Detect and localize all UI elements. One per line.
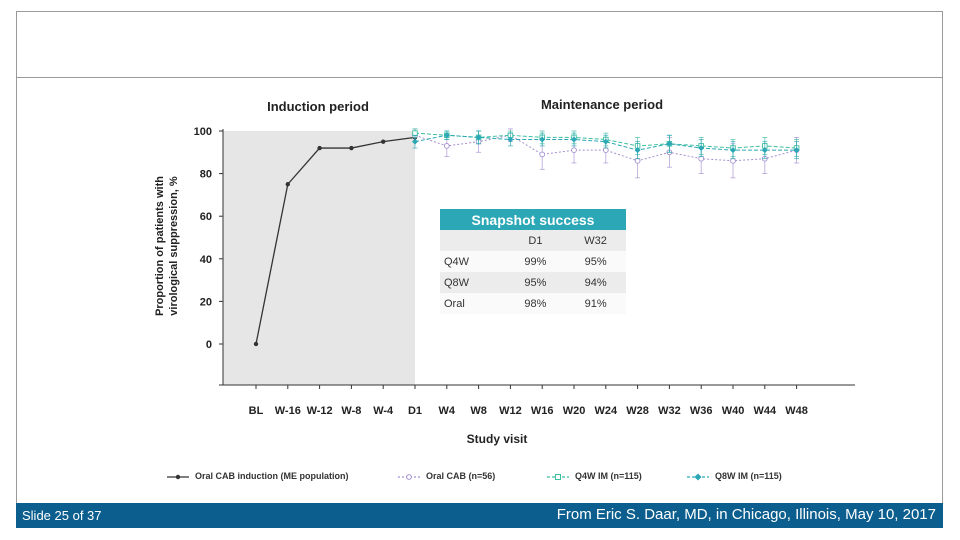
induction-shade: [223, 131, 415, 385]
data-point: [602, 138, 609, 145]
x-axis-label: Study visit: [467, 432, 528, 446]
x-tick-label: W28: [626, 405, 649, 417]
data-point: [730, 147, 736, 154]
data-point: [571, 136, 577, 143]
snapshot-cell: 95%: [505, 272, 566, 293]
data-point: [443, 143, 450, 149]
data-point: [381, 139, 386, 144]
x-tick-label: W4: [439, 405, 456, 417]
x-tick-label: W8: [470, 405, 487, 417]
data-point: [539, 151, 546, 158]
snapshot-col-w32: W32: [565, 230, 626, 251]
x-tick-label: D1: [408, 405, 422, 417]
snapshot-cell: 94%: [565, 272, 626, 293]
legend-label-oral: Oral CAB (n=56): [426, 471, 496, 481]
data-point: [507, 136, 514, 143]
data-point: [698, 155, 705, 162]
maintenance-period-label: Maintenance period: [541, 97, 663, 112]
x-tick-label: W12: [499, 405, 522, 417]
snapshot-cell: 99%: [505, 251, 566, 272]
data-point: [634, 147, 641, 154]
y-tick-label: 20: [200, 296, 212, 308]
legend-label-q4w: Q4W IM (n=115): [575, 471, 642, 481]
data-point: [730, 157, 736, 164]
x-tick-label: W-4: [373, 405, 394, 417]
legend-label-induction: Oral CAB induction (ME population): [195, 471, 349, 481]
data-point: [539, 136, 546, 143]
legend-label-q8w: Q8W IM (n=115): [715, 471, 782, 481]
data-point: [793, 147, 800, 154]
legend-item-q4w: Q4W IM (n=115): [547, 471, 642, 481]
legend-marker-oral: [398, 473, 420, 480]
data-point: [666, 140, 673, 147]
data-point: [443, 132, 450, 139]
x-tick-label: W-12: [307, 405, 333, 417]
slide-number: Slide 25 of 37: [22, 508, 102, 523]
snapshot-cell: 91%: [565, 293, 626, 314]
data-point: [317, 145, 322, 151]
x-tick-label: W16: [531, 405, 554, 417]
data-point: [412, 130, 418, 136]
legend-marker-q8w: [687, 473, 709, 481]
data-point: [285, 182, 290, 187]
legend-item-q8w: Q8W IM (n=115): [687, 471, 782, 481]
y-tick-label: 100: [194, 126, 212, 138]
snapshot-cell: 95%: [565, 251, 626, 272]
x-tick-label: W24: [594, 405, 618, 417]
data-point: [761, 147, 768, 154]
x-tick-label: W48: [785, 405, 808, 417]
snapshot-cell: 98%: [505, 293, 566, 314]
snapshot-success-table: Snapshot success D1 W32 Q4W 99% 95% Q8W …: [440, 209, 626, 314]
y-axis-label-line1: Proportion of patients with: [154, 176, 166, 316]
legend-item-oral: Oral CAB (n=56): [398, 471, 495, 481]
y-tick-label: 80: [200, 169, 212, 181]
x-tick-label: W20: [563, 405, 586, 417]
source-credit: From Eric S. Daar, MD, in Chicago, Illin…: [556, 506, 936, 523]
x-tick-label: W-16: [275, 405, 301, 417]
snapshot-title: Snapshot success: [440, 209, 626, 230]
snapshot-col-d1: D1: [505, 230, 566, 251]
induction-period-label: Induction period: [267, 99, 369, 114]
data-point: [698, 145, 705, 152]
y-tick-label: 40: [200, 254, 212, 266]
slide-footer: Slide 25 of 37 From Eric S. Daar, MD, in…: [16, 503, 943, 528]
data-point: [253, 341, 259, 347]
data-point: [475, 134, 482, 141]
snapshot-row-label: Q4W: [440, 251, 506, 272]
series-line-induction: [255, 136, 416, 345]
data-point: [412, 138, 418, 145]
legend-marker-q4w: [547, 473, 569, 480]
x-tick-label: W40: [722, 405, 745, 417]
snapshot-col-blank: [440, 230, 506, 251]
data-point: [602, 147, 609, 154]
x-tick-label: W-8: [341, 405, 361, 417]
snapshot-row-label: Oral: [440, 293, 506, 314]
legend-marker-induction: [167, 474, 189, 479]
series-q8w: [412, 130, 800, 160]
x-tick-label: W36: [690, 405, 713, 417]
data-point: [571, 147, 577, 154]
data-point: [634, 157, 641, 164]
title-divider: [16, 77, 943, 78]
y-tick-label: 60: [200, 211, 212, 223]
x-tick-label: W44: [753, 405, 777, 417]
snapshot-row-label: Q8W: [440, 272, 506, 293]
x-tick-label: W32: [658, 405, 681, 417]
x-tick-label: BL: [249, 405, 264, 417]
legend-item-induction: Oral CAB induction (ME population): [167, 471, 348, 481]
y-tick-label: 0: [206, 339, 212, 351]
data-point: [349, 145, 354, 151]
y-axis-label-line2: virological suppression, %: [168, 176, 180, 316]
